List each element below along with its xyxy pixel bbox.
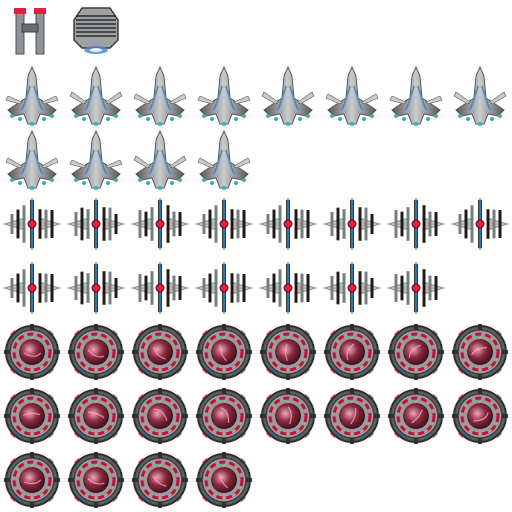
orb-mine-icon	[256, 384, 320, 448]
orb-mine-icon	[64, 320, 128, 384]
fighter-icon	[256, 192, 320, 256]
orb-mine-icon	[448, 384, 512, 448]
cruiser-icon	[320, 64, 384, 128]
orb-mine-icon	[192, 320, 256, 384]
orb-mine-icon	[256, 320, 320, 384]
fighter-icon	[320, 256, 384, 320]
cruiser-icon	[128, 64, 192, 128]
cruiser-icon	[192, 64, 256, 128]
cruiser-icon	[64, 128, 128, 192]
twin-pylon-tower-icon	[0, 0, 64, 64]
fighter-icon	[0, 256, 64, 320]
fighter-icon	[384, 192, 448, 256]
fighter-icon	[0, 192, 64, 256]
orb-mine-icon	[0, 448, 64, 512]
fighter-icon	[128, 192, 192, 256]
orb-mine-icon	[0, 320, 64, 384]
orb-mine-icon	[384, 320, 448, 384]
cruiser-icon	[0, 64, 64, 128]
orb-mine-icon	[448, 320, 512, 384]
fighter-icon	[192, 256, 256, 320]
orb-mine-icon	[128, 320, 192, 384]
orb-mine-icon	[0, 384, 64, 448]
cruiser-icon	[128, 128, 192, 192]
fighter-icon	[256, 256, 320, 320]
cruiser-icon	[0, 128, 64, 192]
fighter-icon	[384, 256, 448, 320]
cruiser-icon	[448, 64, 512, 128]
fighter-icon	[128, 256, 192, 320]
fighter-icon	[64, 256, 128, 320]
orb-mine-icon	[128, 448, 192, 512]
orb-mine-icon	[320, 320, 384, 384]
orb-mine-icon	[128, 384, 192, 448]
orb-mine-icon	[64, 448, 128, 512]
cruiser-icon	[64, 64, 128, 128]
fighter-icon	[320, 192, 384, 256]
orb-mine-icon	[192, 448, 256, 512]
fighter-icon	[192, 192, 256, 256]
cruiser-icon	[192, 128, 256, 192]
reactor-dome-icon	[64, 0, 128, 64]
cruiser-icon	[384, 64, 448, 128]
fighter-icon	[448, 192, 512, 256]
cruiser-icon	[256, 64, 320, 128]
orb-mine-icon	[64, 384, 128, 448]
orb-mine-icon	[192, 384, 256, 448]
fighter-icon	[64, 192, 128, 256]
orb-mine-icon	[320, 384, 384, 448]
orb-mine-icon	[384, 384, 448, 448]
